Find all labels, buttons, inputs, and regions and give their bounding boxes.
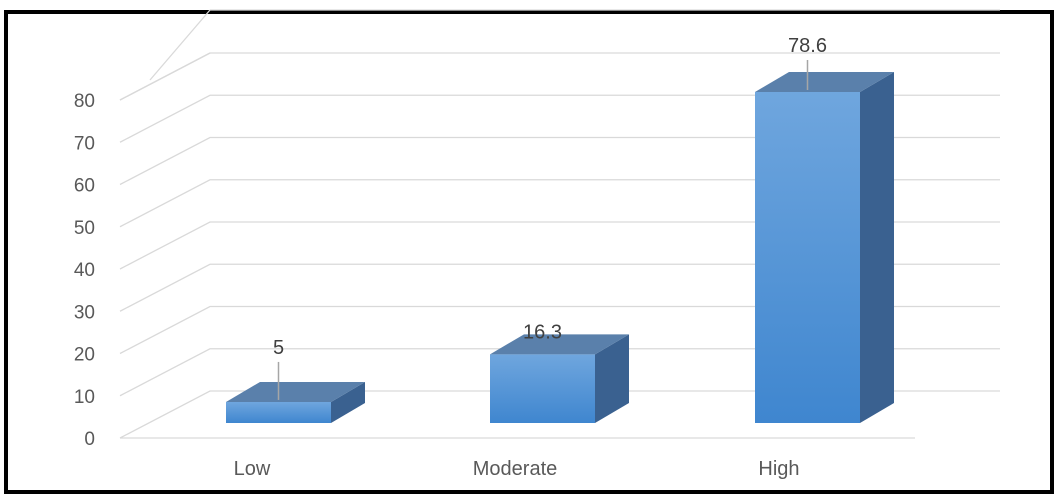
x-category-label: Moderate: [473, 458, 558, 480]
y-tick-label: 60: [74, 176, 95, 197]
bar-front: [490, 354, 595, 423]
bar-top: [755, 72, 894, 92]
bar-front: [755, 92, 860, 423]
gridline: [119, 348, 1000, 397]
y-tick-label: 40: [74, 260, 95, 281]
y-tick-label: 0: [84, 429, 95, 450]
bar-low: [226, 381, 365, 423]
gridline: [119, 390, 1000, 439]
y-tick-label: 50: [74, 218, 95, 239]
gridline: [119, 136, 1000, 186]
y-tick-label: 80: [74, 91, 95, 112]
gridline: [119, 94, 1000, 143]
y-tick-label: 10: [74, 387, 95, 408]
data-label: 5: [273, 337, 284, 359]
bar-moderate: [490, 334, 629, 423]
gridline: [119, 263, 1000, 312]
data-labels: 5 16.3 78.6: [273, 35, 827, 400]
x-category-label: Low: [234, 458, 271, 480]
gridline: [119, 52, 211, 101]
gridline: [149, 9, 211, 81]
y-tick-label: 30: [74, 302, 95, 323]
data-label: 16.3: [523, 321, 562, 343]
x-category-label: High: [758, 458, 799, 480]
gridlines: [119, 9, 1000, 439]
data-label: 78.6: [788, 35, 827, 57]
gridline: [119, 221, 1000, 270]
bar-side: [595, 334, 629, 423]
x-axis-categories: Low Moderate High: [234, 458, 800, 480]
gridline: [119, 305, 1000, 355]
bar-front: [226, 401, 331, 423]
bars: [226, 72, 894, 423]
gridline: [119, 179, 1000, 228]
bar-side: [860, 72, 894, 423]
y-axis-ticks: 0 10 20 30 40 50 60 70 80: [74, 91, 95, 450]
y-tick-label: 70: [74, 133, 95, 154]
y-tick-label: 20: [74, 345, 95, 366]
bar-side: [331, 381, 365, 423]
bar-top: [226, 381, 365, 402]
bar-high: [755, 72, 894, 423]
bar-top: [490, 334, 629, 355]
